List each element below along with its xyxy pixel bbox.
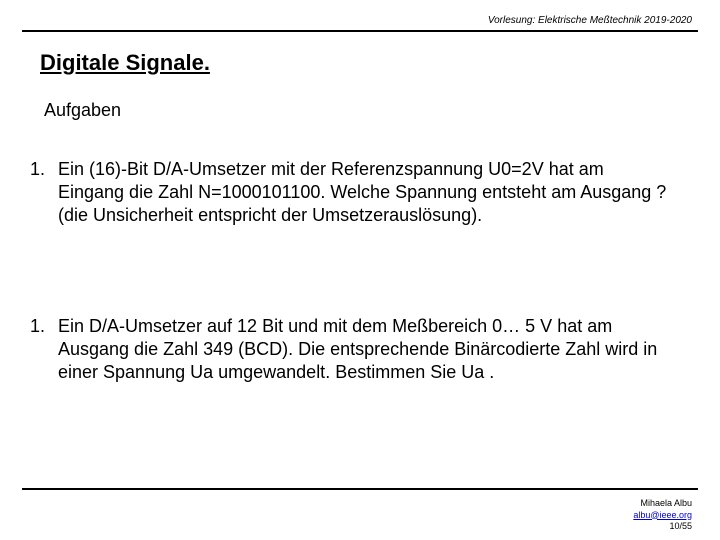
task-text: Ein D/A-Umsetzer auf 12 Bit und mit dem …: [58, 315, 670, 384]
bottom-rule: [22, 488, 698, 490]
page-subtitle: Aufgaben: [44, 100, 121, 121]
task-number: 1.: [30, 158, 58, 181]
task-text: Ein (16)-Bit D/A-Umsetzer mit der Refere…: [58, 158, 670, 227]
task-number: 1.: [30, 315, 58, 338]
slide-page: Vorlesung: Elektrische Meßtechnik 2019-2…: [0, 0, 720, 540]
top-rule: [22, 30, 698, 32]
footer-author: Mihaela Albu: [633, 498, 692, 509]
footer-email: albu@ieee.org: [633, 510, 692, 521]
course-header: Vorlesung: Elektrische Meßtechnik 2019-2…: [488, 15, 692, 26]
footer: Mihaela Albu albu@ieee.org 10/55: [633, 498, 692, 532]
task-item: 1.Ein D/A-Umsetzer auf 12 Bit und mit de…: [30, 315, 670, 384]
task-item: 1.Ein (16)-Bit D/A-Umsetzer mit der Refe…: [30, 158, 670, 227]
page-title: Digitale Signale.: [40, 50, 210, 76]
footer-page-number: 10/55: [633, 521, 692, 532]
